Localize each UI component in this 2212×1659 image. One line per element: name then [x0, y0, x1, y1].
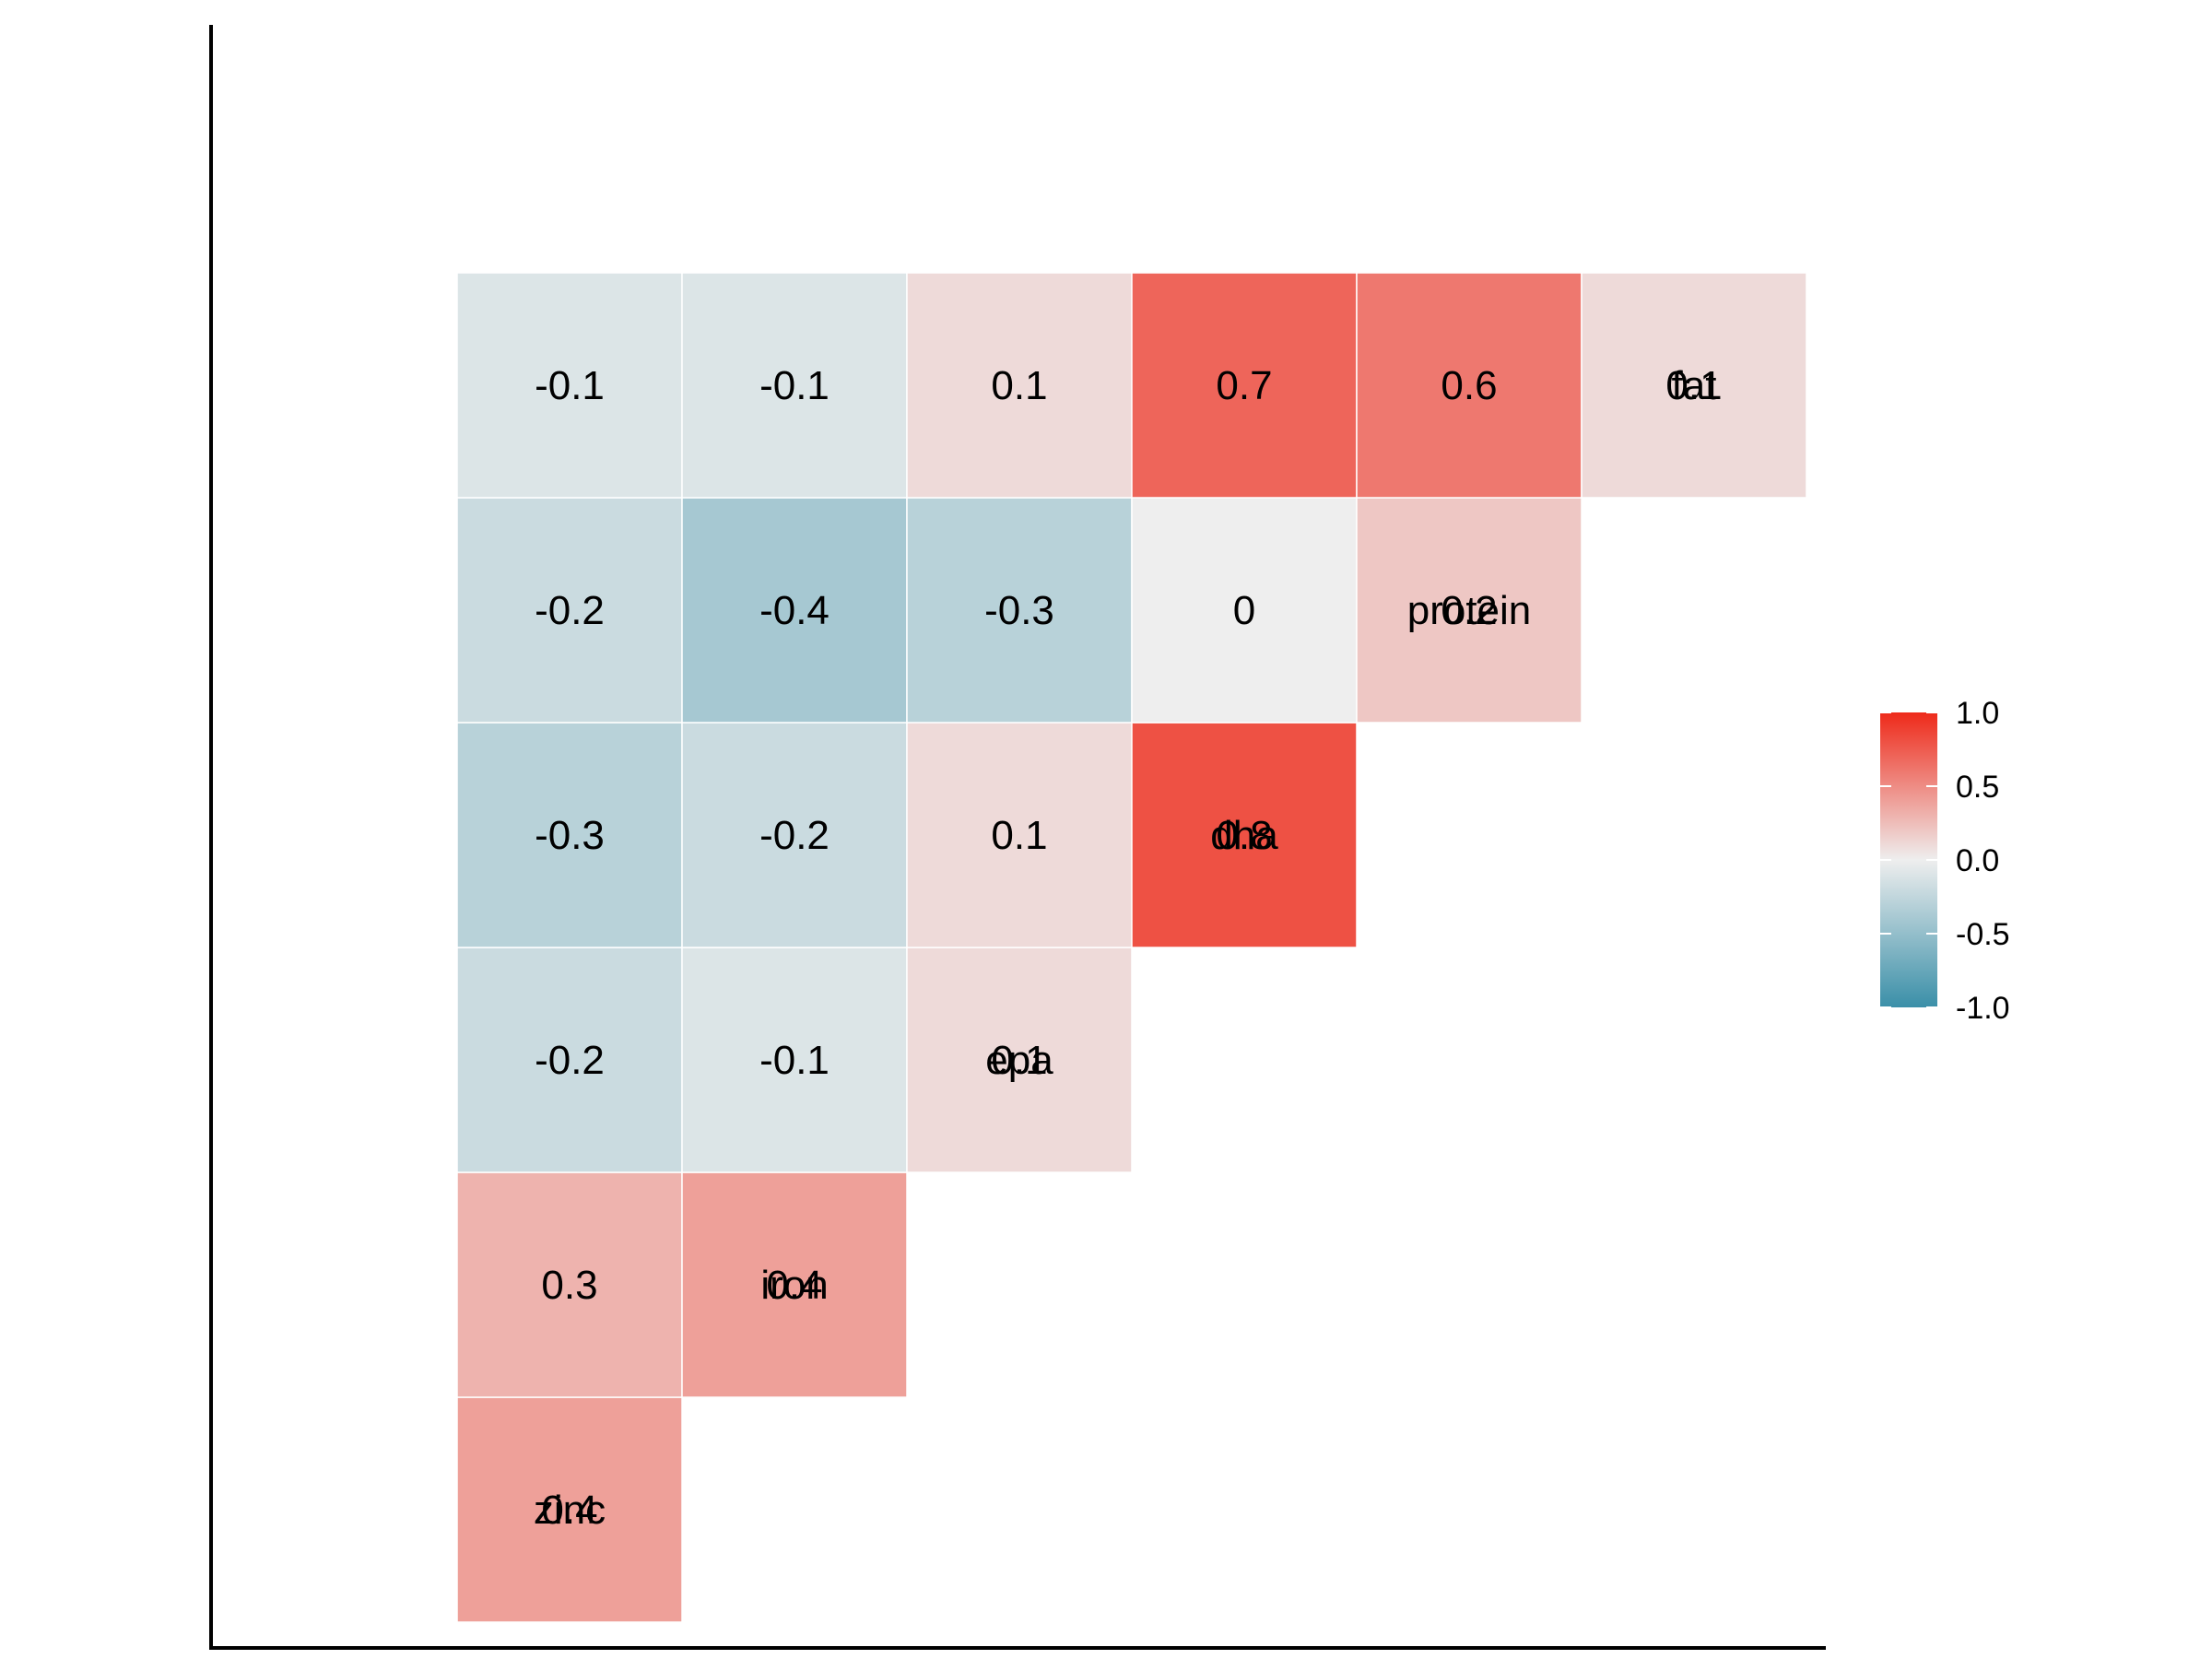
heatmap-cell-dha-calcium [456, 722, 683, 948]
heatmap-cell-fat-protein [1581, 272, 1807, 499]
cell-value-label-fat-dha: 0.6 [1441, 363, 1497, 408]
cell-value-label-zinc-calcium: 0.4 [541, 1488, 597, 1533]
legend-tick-label: -0.5 [1956, 917, 2010, 952]
cell-value-label-fat-calcium: -0.1 [535, 363, 605, 408]
cell-value-label-fat-epa: 0.7 [1216, 363, 1272, 408]
heatmap-cell-fat-dha [1356, 272, 1583, 499]
cell-value-label-fat-iron: 0.1 [991, 363, 1047, 408]
color-legend: 1.0 0.5 0.0 -0.5 -1.0 [1880, 696, 2010, 1026]
cell-value-label-iron-zinc: 0.4 [766, 1263, 822, 1308]
legend-tick-label: -1.0 [1956, 991, 2010, 1026]
cell-value-label-protein-iron: -0.3 [984, 588, 1054, 633]
heatmap-cell-dha-epa [1131, 722, 1358, 948]
cell-value-label-dha-epa: 0.8 [1216, 813, 1272, 858]
axes [209, 25, 1826, 1650]
variable-label-epa: epa [985, 1038, 1053, 1083]
legend-tick-label: 0.5 [1956, 770, 1999, 805]
heatmap-cell-dha-iron [906, 722, 1133, 948]
variable-label-dha: dha [1210, 813, 1278, 858]
legend-ticks: 1.0 0.5 0.0 -0.5 -1.0 [1880, 696, 2010, 1026]
heatmap-cell-protein-dha [1356, 497, 1583, 724]
variable-label-zinc: zinc [534, 1488, 606, 1533]
heatmap-cells: 0.4 0.3 0.4 -0.2 -0.1 0.1 -0.3 -0.2 0.1 0.8 -0.2 -0… [456, 272, 1807, 1623]
cell-value-label-epa-calcium: -0.2 [535, 1038, 605, 1083]
cell-value-label-dha-calcium: -0.3 [535, 813, 605, 858]
cell-value-label-protein-calcium: -0.2 [535, 588, 605, 633]
heatmap-cell-fat-calcium [456, 272, 683, 499]
heatmap-cell-iron-calcium [456, 1171, 683, 1398]
heatmap-cell-fat-iron [906, 272, 1133, 499]
heatmap-cell-fat-zinc [681, 272, 908, 499]
cell-value-label-dha-iron: 0.1 [991, 813, 1047, 858]
heatmap-cell-protein-calcium [456, 497, 683, 724]
variable-label-fat: fat [1672, 363, 1717, 408]
variable-label-iron: iron [760, 1263, 828, 1308]
legend-tick-label: 1.0 [1956, 696, 1999, 731]
cell-value-label-protein-epa: 0 [1233, 588, 1255, 633]
heatmap-cell-protein-zinc [681, 497, 908, 724]
cell-value-label-fat-zinc: -0.1 [759, 363, 830, 408]
cell-value-label-fat-protein: 0.1 [1665, 363, 1722, 408]
cell-value-label-protein-dha: 0.2 [1441, 588, 1497, 633]
cell-value-label-epa-zinc: -0.1 [759, 1038, 830, 1083]
heatmap-cell-zinc-calcium [456, 1396, 683, 1623]
cell-value-label-dha-zinc: -0.2 [759, 813, 830, 858]
heatmap-cell-fat-epa [1131, 272, 1358, 499]
cell-value-label-iron-calcium: 0.3 [541, 1263, 597, 1308]
heatmap-cell-epa-iron [906, 947, 1133, 1173]
heatmap-cell-protein-iron [906, 497, 1133, 724]
heatmap-cell-protein-epa [1131, 497, 1358, 724]
variable-label-protein: protein [1407, 588, 1532, 633]
cell-value-label-epa-iron: 0.1 [991, 1038, 1047, 1083]
cell-value-label-protein-zinc: -0.4 [759, 588, 830, 633]
legend-tick-label: 0.0 [1956, 843, 1999, 878]
variable-labels: calciumzincironepadhaproteinfat [534, 363, 1717, 1533]
